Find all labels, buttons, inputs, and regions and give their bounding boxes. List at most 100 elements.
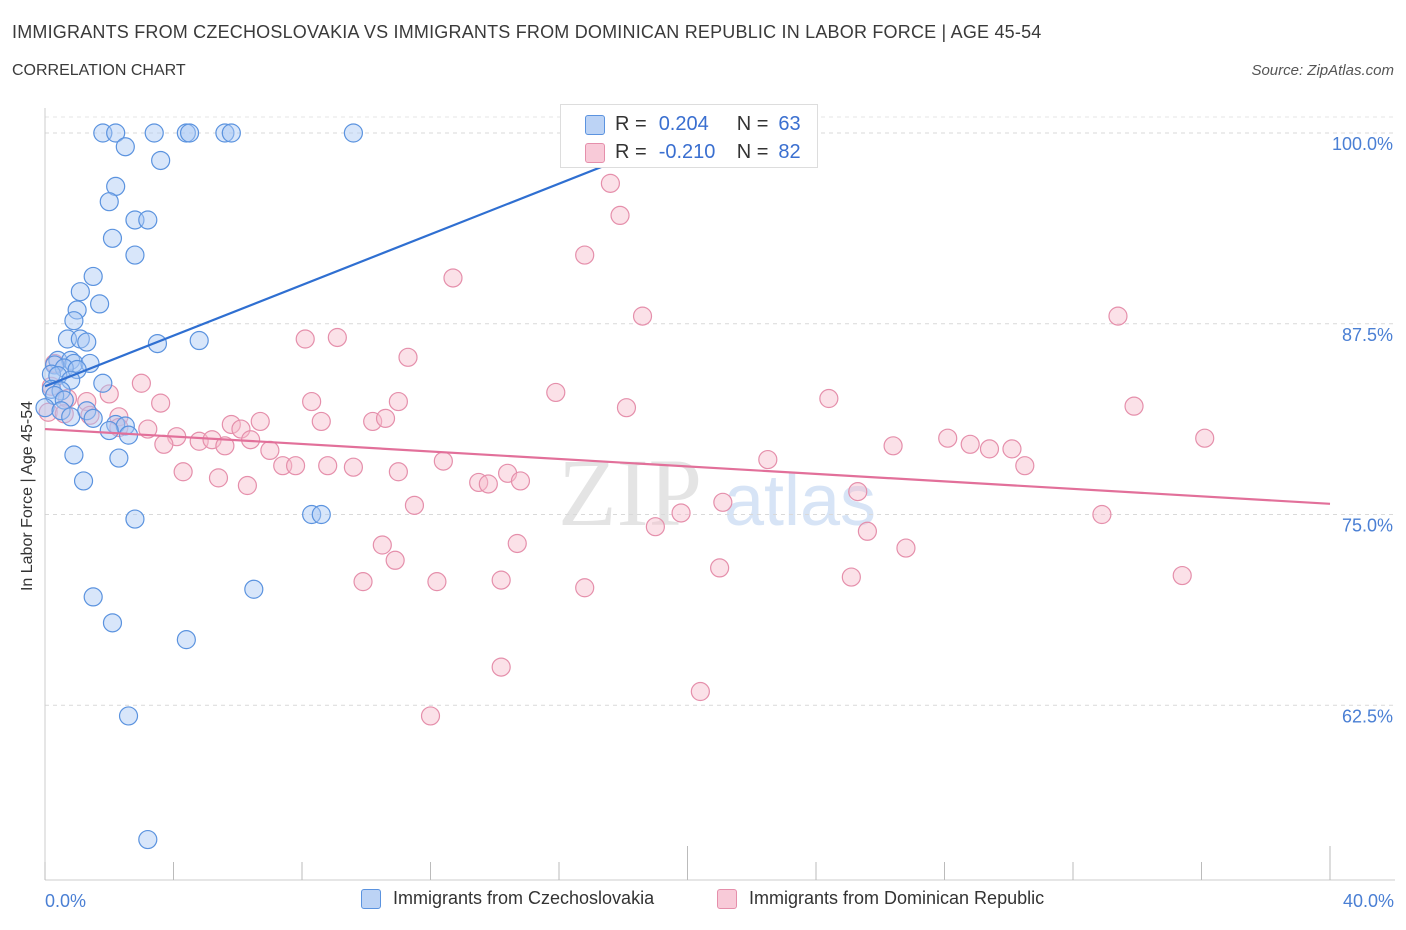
data-point: [106, 123, 126, 143]
n-value: 63: [778, 113, 801, 135]
y-tick-label: 75.0%: [1342, 516, 1393, 536]
data-point: [1124, 396, 1144, 416]
data-point: [690, 681, 710, 702]
data-point: [857, 521, 878, 541]
data-point: [83, 587, 103, 607]
watermark-zip: ZIP: [558, 439, 702, 546]
data-point: [70, 282, 90, 302]
data-point: [388, 462, 408, 482]
data-point: [90, 294, 110, 314]
r-label: R =: [615, 113, 647, 135]
data-point: [102, 228, 123, 248]
data-point: [632, 306, 653, 326]
data-point: [285, 456, 306, 476]
stats-swatch-pink: [585, 142, 605, 163]
data-point: [1092, 504, 1112, 525]
data-point: [819, 388, 839, 409]
data-point: [131, 373, 151, 393]
data-point: [54, 390, 74, 410]
source-note: Source: ZipAtlas.com: [1251, 62, 1394, 79]
y-tick-label: 87.5%: [1342, 325, 1393, 345]
data-point: [77, 332, 97, 352]
watermark-atlas: atlas: [724, 461, 876, 541]
data-point: [35, 398, 55, 418]
stats-legend: R = 0.204 N = 63 R = -0.210 N = 82: [560, 104, 818, 168]
data-point: [443, 268, 463, 288]
n-label: N =: [736, 113, 769, 135]
data-point: [302, 504, 322, 525]
data-point: [250, 411, 270, 432]
data-point: [237, 475, 257, 496]
data-point: [109, 448, 129, 468]
trend-line-czechoslovakia: [44, 131, 688, 388]
bottom-legend: Immigrants from Czechoslovakia Immigrant…: [0, 888, 1406, 916]
data-point: [115, 137, 135, 157]
data-point: [398, 347, 418, 367]
data-point: [83, 408, 103, 428]
legend-item-dominican-republic[interactable]: Immigrants from Dominican Republic: [717, 888, 1044, 909]
data-point: [189, 330, 209, 351]
data-point: [575, 245, 595, 265]
data-point: [469, 472, 489, 493]
data-point: [938, 428, 958, 448]
data-point: [118, 706, 139, 726]
data-point: [546, 382, 566, 403]
data-point: [375, 408, 396, 428]
data-point: [154, 434, 174, 454]
data-point: [179, 123, 200, 143]
data-point: [221, 123, 241, 143]
data-point: [102, 613, 123, 633]
n-value: 82: [778, 141, 801, 163]
grid-lines: [45, 116, 1395, 706]
r-value: -0.210: [658, 141, 716, 163]
data-point: [427, 572, 447, 592]
data-point: [758, 449, 778, 470]
y-tick-label: 62.5%: [1342, 706, 1393, 726]
data-point: [510, 471, 531, 491]
data-point: [244, 579, 264, 599]
x-tick-min: 0.0%: [45, 891, 87, 911]
stats-swatch-blue: [585, 114, 605, 135]
data-point: [671, 503, 691, 523]
legend-item-czechoslovakia[interactable]: Immigrants from Czechoslovakia: [361, 888, 654, 909]
data-point: [173, 462, 193, 482]
data-point: [507, 533, 527, 554]
data-point: [645, 517, 665, 537]
data-point: [404, 495, 425, 515]
data-point: [83, 266, 103, 287]
legend-swatch-pink: [717, 888, 737, 909]
data-point: [99, 384, 119, 404]
r-label: R =: [615, 141, 647, 163]
stats-row-blue: R = 0.204 N = 63: [585, 113, 801, 136]
chart-subtitle: CORRELATION CHART: [12, 62, 186, 79]
data-point: [151, 393, 171, 413]
data-point: [151, 150, 171, 171]
data-point: [1002, 439, 1022, 459]
data-point: [318, 456, 338, 476]
x-tick-max: 40.0%: [1342, 891, 1394, 911]
legend-swatch-blue: [361, 888, 381, 909]
data-point: [231, 419, 251, 439]
data-point: [353, 572, 373, 592]
data-point: [575, 578, 595, 598]
axes: [44, 108, 1395, 881]
data-point: [93, 373, 113, 393]
data-point: [841, 567, 861, 587]
data-point: [73, 471, 94, 491]
data-point: [125, 509, 145, 529]
legend-label-czechoslovakia: Immigrants from Czechoslovakia: [393, 888, 655, 908]
data-point: [372, 535, 392, 555]
data-point: [491, 657, 511, 677]
trend-lines: [44, 131, 1331, 505]
data-point: [713, 492, 733, 512]
n-label: N =: [736, 141, 769, 163]
y-tick-label: 100.0%: [1332, 134, 1393, 154]
r-value: 0.204: [658, 113, 709, 135]
data-point: [388, 391, 408, 412]
data-point: [1195, 428, 1215, 448]
data-point: [616, 398, 637, 418]
data-point: [208, 468, 229, 488]
data-point: [302, 391, 322, 412]
data-point: [710, 558, 730, 578]
